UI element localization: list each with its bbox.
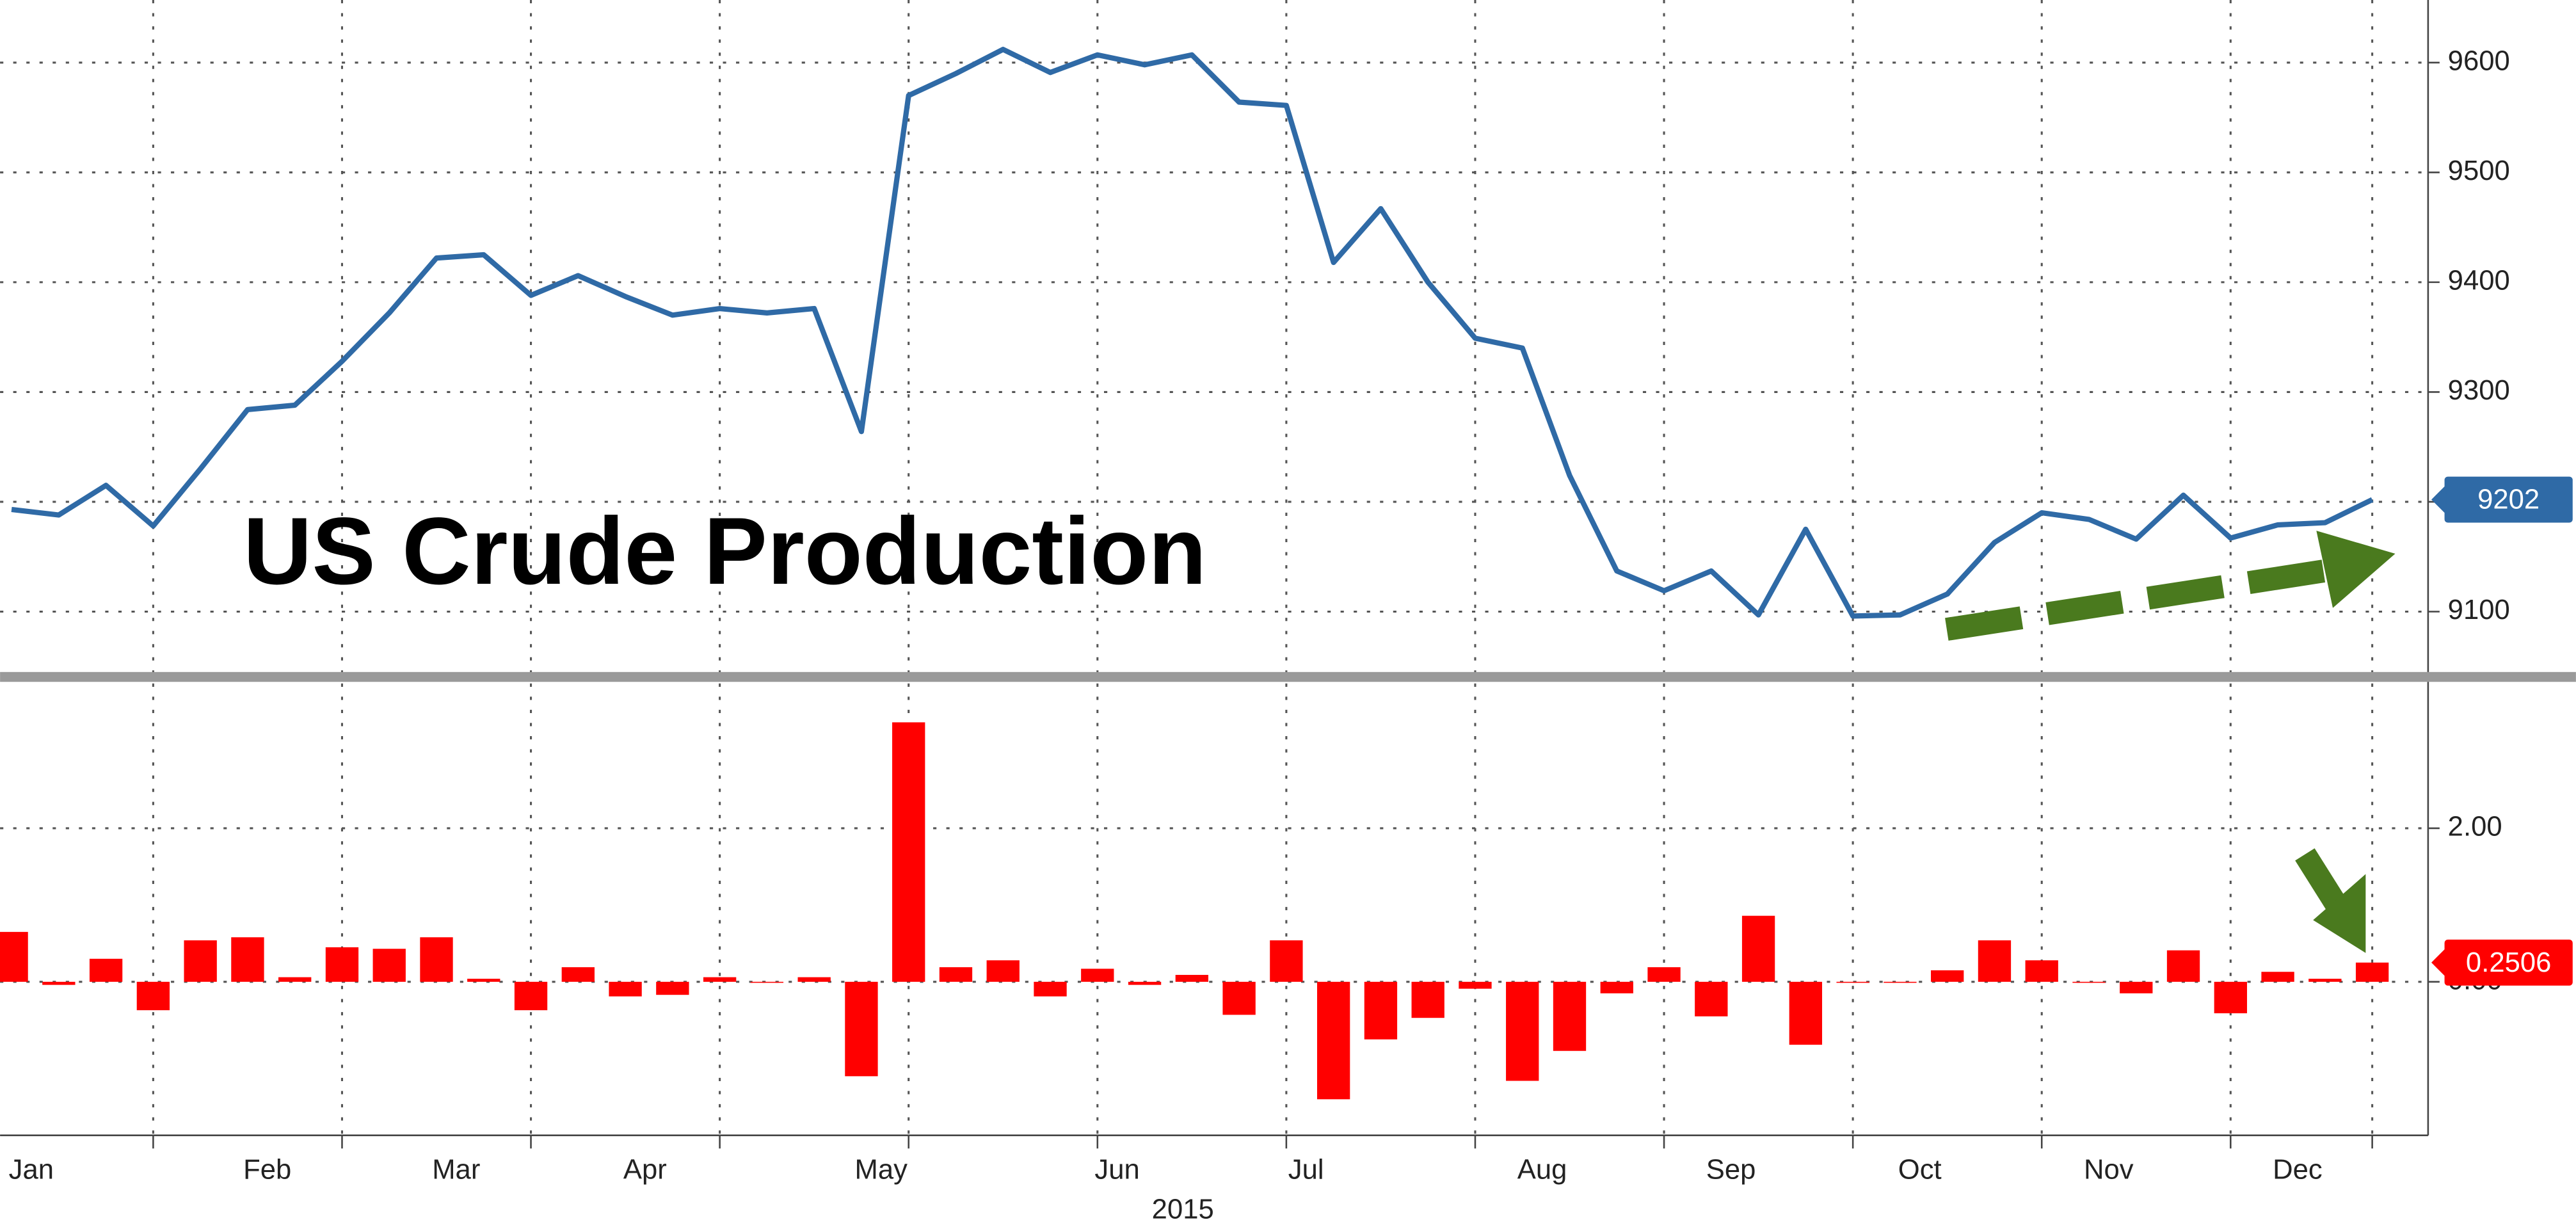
bar [1270, 940, 1303, 982]
bar [325, 947, 359, 982]
bar [797, 977, 831, 982]
bar [561, 967, 595, 982]
bar [1647, 967, 1681, 982]
bar [514, 981, 548, 1011]
bar [1316, 981, 1350, 1100]
last-value-tag [2444, 939, 2573, 986]
y-tick-label: 9100 [2448, 595, 2510, 625]
x-tick-label: Oct [1898, 1155, 1942, 1185]
last-value-tag [2444, 476, 2573, 523]
line-series [11, 47, 2374, 619]
down-arrow [2295, 848, 2366, 953]
bar [1222, 981, 1256, 1015]
bar [1931, 970, 1964, 982]
y-tick-label: 9300 [2448, 375, 2510, 406]
bar [278, 977, 312, 982]
bar [231, 937, 264, 982]
chart-title: US Crude Production [243, 497, 1206, 604]
bar [136, 981, 170, 1011]
bar [1459, 981, 1492, 989]
bar [703, 977, 737, 982]
x-tick-label: Dec [2273, 1155, 2323, 1185]
x-tick-label: Nov [2084, 1155, 2134, 1185]
last-value-label: 0.2506 [2466, 947, 2551, 978]
bar [1506, 981, 1539, 1081]
bar [372, 949, 406, 982]
bar [1034, 981, 1067, 997]
x-tick-label: Jul [1288, 1155, 1324, 1185]
arrow-head [2316, 531, 2396, 608]
bar [1884, 981, 1917, 983]
bar [656, 981, 689, 995]
arrow-head [2313, 874, 2366, 953]
bar [986, 960, 1020, 982]
bar [2166, 950, 2200, 982]
bar [1411, 981, 1444, 1018]
x-tick-label: Jan [9, 1155, 54, 1185]
bar [1789, 981, 1823, 1045]
last-value-tag-pointer [2431, 947, 2447, 977]
arrow-shaft [1945, 558, 2332, 641]
bar [42, 981, 76, 985]
panel-separator [0, 671, 2576, 682]
bar [2261, 972, 2294, 982]
last-value-tag-pointer [2431, 485, 2447, 515]
y-tick-label: 2.00 [2448, 811, 2502, 842]
bar [184, 940, 217, 982]
x-tick-label: Jun [1094, 1155, 1139, 1185]
bar [609, 981, 642, 997]
last-value-label: 9202 [2477, 485, 2540, 515]
bar [0, 931, 28, 982]
x-tick-label: Apr [623, 1155, 667, 1185]
bar [467, 979, 500, 982]
bar [2120, 981, 2153, 993]
bar [2025, 960, 2058, 982]
x-tick-label: Aug [1517, 1155, 1567, 1185]
x-tick-label: May [855, 1155, 908, 1185]
bar [1600, 981, 1633, 993]
y-tick-label: 9500 [2448, 156, 2510, 186]
y-tick-label: 9600 [2448, 45, 2510, 76]
bar [2072, 981, 2106, 983]
y-tick-label: 9400 [2448, 265, 2510, 296]
bar [1553, 981, 1587, 1051]
x-tick-label: Sep [1706, 1155, 1756, 1185]
bar [1364, 981, 1398, 1040]
trend-arrow [1945, 531, 2396, 641]
bar [1695, 981, 1728, 1016]
x-tick-label: Mar [432, 1155, 480, 1185]
bar [2355, 962, 2389, 982]
x-axis-label: 2015 [1152, 1194, 1214, 1225]
bar [892, 722, 925, 982]
bar [89, 958, 123, 982]
bar [845, 981, 878, 1077]
bar [420, 937, 453, 982]
bar [1836, 981, 1869, 983]
x-tick-label: Feb [243, 1155, 291, 1185]
bar [1175, 975, 1209, 982]
bar [1741, 915, 1775, 982]
bar [1128, 981, 1162, 985]
bar [750, 981, 784, 983]
bar [939, 967, 973, 982]
bar [1978, 940, 2012, 982]
bar [2308, 979, 2342, 982]
bar [1081, 968, 1114, 982]
bar [2214, 981, 2247, 1013]
